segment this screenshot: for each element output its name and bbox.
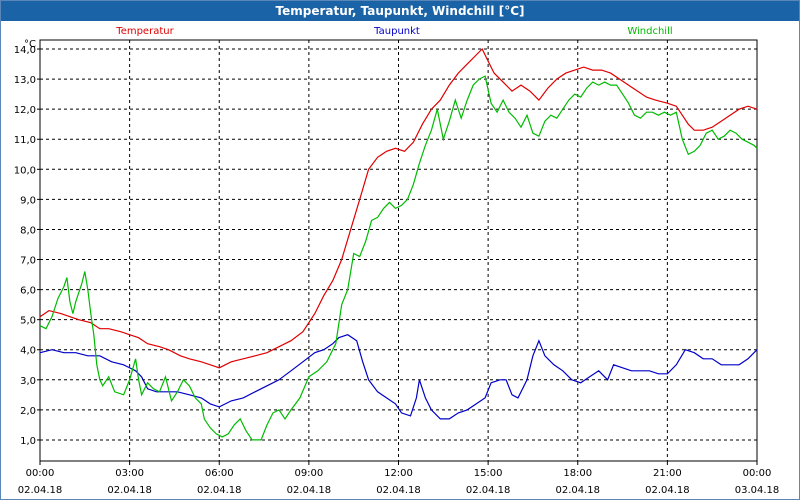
y-tick-label: 14,0 (14, 45, 36, 56)
x-tick-time-label: 00:00 (26, 468, 55, 479)
y-tick-label: 12,0 (14, 105, 36, 116)
x-tick-time-label: 03:00 (115, 468, 144, 479)
line-chart: 1,0 2,0 3,0 4,0 5,0 6,0 7,0 8,0 9,0 10,0 11,0 12,0 1… (14, 26, 780, 496)
y-tick-label: 2,0 (20, 406, 36, 417)
y-tick-label: 7,0 (20, 256, 36, 267)
y-tick-label: 9,0 (20, 195, 36, 206)
y-axis-unit-label: °C (24, 39, 36, 50)
x-tick-time-label: 21:00 (653, 468, 682, 479)
y-tick-label: 1,0 (20, 436, 36, 447)
series-line-taupunkt (39, 334, 758, 420)
y-tick-label: 5,0 (20, 316, 36, 327)
y-tick-label: 8,0 (20, 225, 36, 236)
x-tick-time-label: 18:00 (563, 468, 592, 479)
legend: Temperatur Taupunkt Windchill (115, 26, 672, 37)
y-tick-label: 6,0 (20, 286, 36, 297)
x-tick-time-label: 00:00 (743, 468, 772, 479)
legend-label-temperatur: Temperatur (115, 26, 174, 37)
x-tick-date-label: 02.04.18 (466, 485, 511, 496)
y-tick-label: 4,0 (20, 346, 36, 357)
x-tick-date-label: 03.04.18 (735, 485, 780, 496)
y-tick-label: 13,0 (14, 75, 36, 86)
y-tick-label: 3,0 (20, 376, 36, 387)
series-line-temperatur (39, 47, 758, 369)
series-lines (39, 47, 758, 441)
x-tick-time-label: 15:00 (474, 468, 503, 479)
x-tick-date-label: 02.04.18 (376, 485, 421, 496)
series-line-windchill (39, 75, 758, 441)
x-tick-date-label: 02.04.18 (107, 485, 152, 496)
grid-lines (40, 40, 757, 461)
x-tick-date-label: 02.04.18 (197, 485, 242, 496)
x-tick-date-label: 02.04.18 (287, 485, 332, 496)
window-title: Temperatur, Taupunkt, Windchill [°C] (1, 1, 799, 21)
legend-label-windchill: Windchill (627, 26, 672, 37)
x-tick-date-label: 02.04.18 (645, 485, 690, 496)
x-tick-time-label: 12:00 (384, 468, 413, 479)
legend-label-taupunkt: Taupunkt (373, 26, 420, 37)
y-axis-ticks: 1,0 2,0 3,0 4,0 5,0 6,0 7,0 8,0 9,0 10,0 11,0 12,0 1… (14, 45, 40, 447)
x-tick-time-label: 09:00 (294, 468, 323, 479)
x-tick-date-label: 02.04.18 (18, 485, 63, 496)
x-tick-date-label: 02.04.18 (555, 485, 600, 496)
x-tick-time-label: 06:00 (205, 468, 234, 479)
x-axis-ticks: 00:00 02.04.18 03:00 02.04.18 06:00 02.04.18 0… (18, 461, 780, 496)
y-tick-label: 10,0 (14, 165, 36, 176)
y-tick-label: 11,0 (14, 135, 36, 146)
